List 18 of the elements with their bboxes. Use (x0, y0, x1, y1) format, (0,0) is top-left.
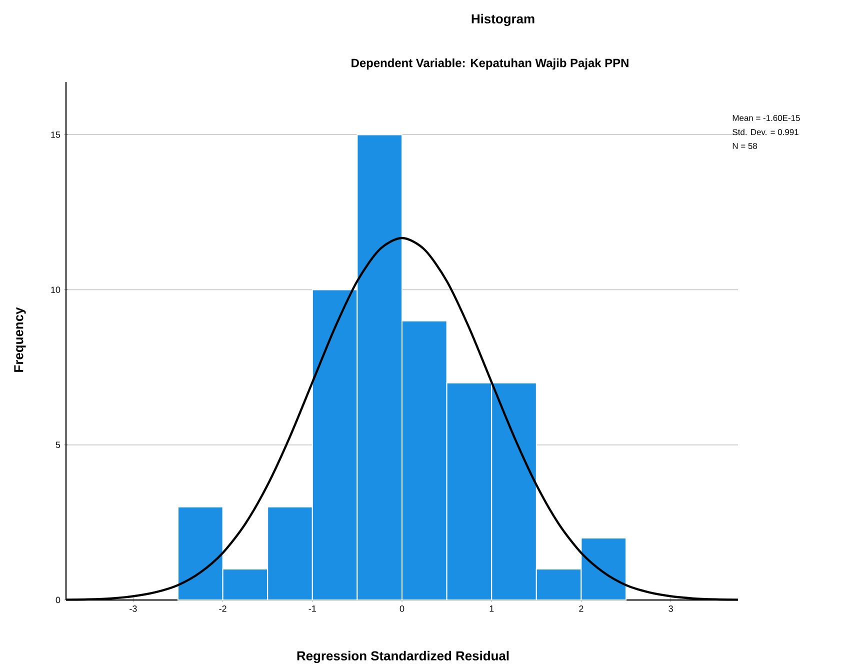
x-tick-label: 0 (400, 606, 404, 612)
chart-title: Histogram (472, 14, 534, 26)
annotation: N = 58 (732, 142, 758, 149)
x-tick-label: -3 (130, 606, 137, 612)
y-axis-title: Frequency (14, 307, 26, 372)
x-tick-label: 1 (490, 606, 494, 612)
x-tick-label: 3 (668, 606, 673, 612)
annotation: Mean = -1.60E-15 (732, 114, 800, 121)
chart-subtitle: Dependent Variable: Kepatuhan Wajib Pajak PPN (352, 58, 628, 70)
y-tick-label: 0 (56, 596, 60, 604)
x-tick-label: -2 (219, 606, 226, 612)
x-axis-title: Regression Standardized Residual (297, 650, 509, 664)
y-tick-label: 15 (51, 132, 60, 138)
x-tick-label: 2 (579, 606, 584, 612)
x-tick-label: -1 (308, 606, 316, 612)
y-tick-label: 5 (56, 442, 60, 448)
y-tick-label: 10 (51, 286, 60, 293)
annotation: Std. Dev. = 0.991 (732, 128, 798, 136)
